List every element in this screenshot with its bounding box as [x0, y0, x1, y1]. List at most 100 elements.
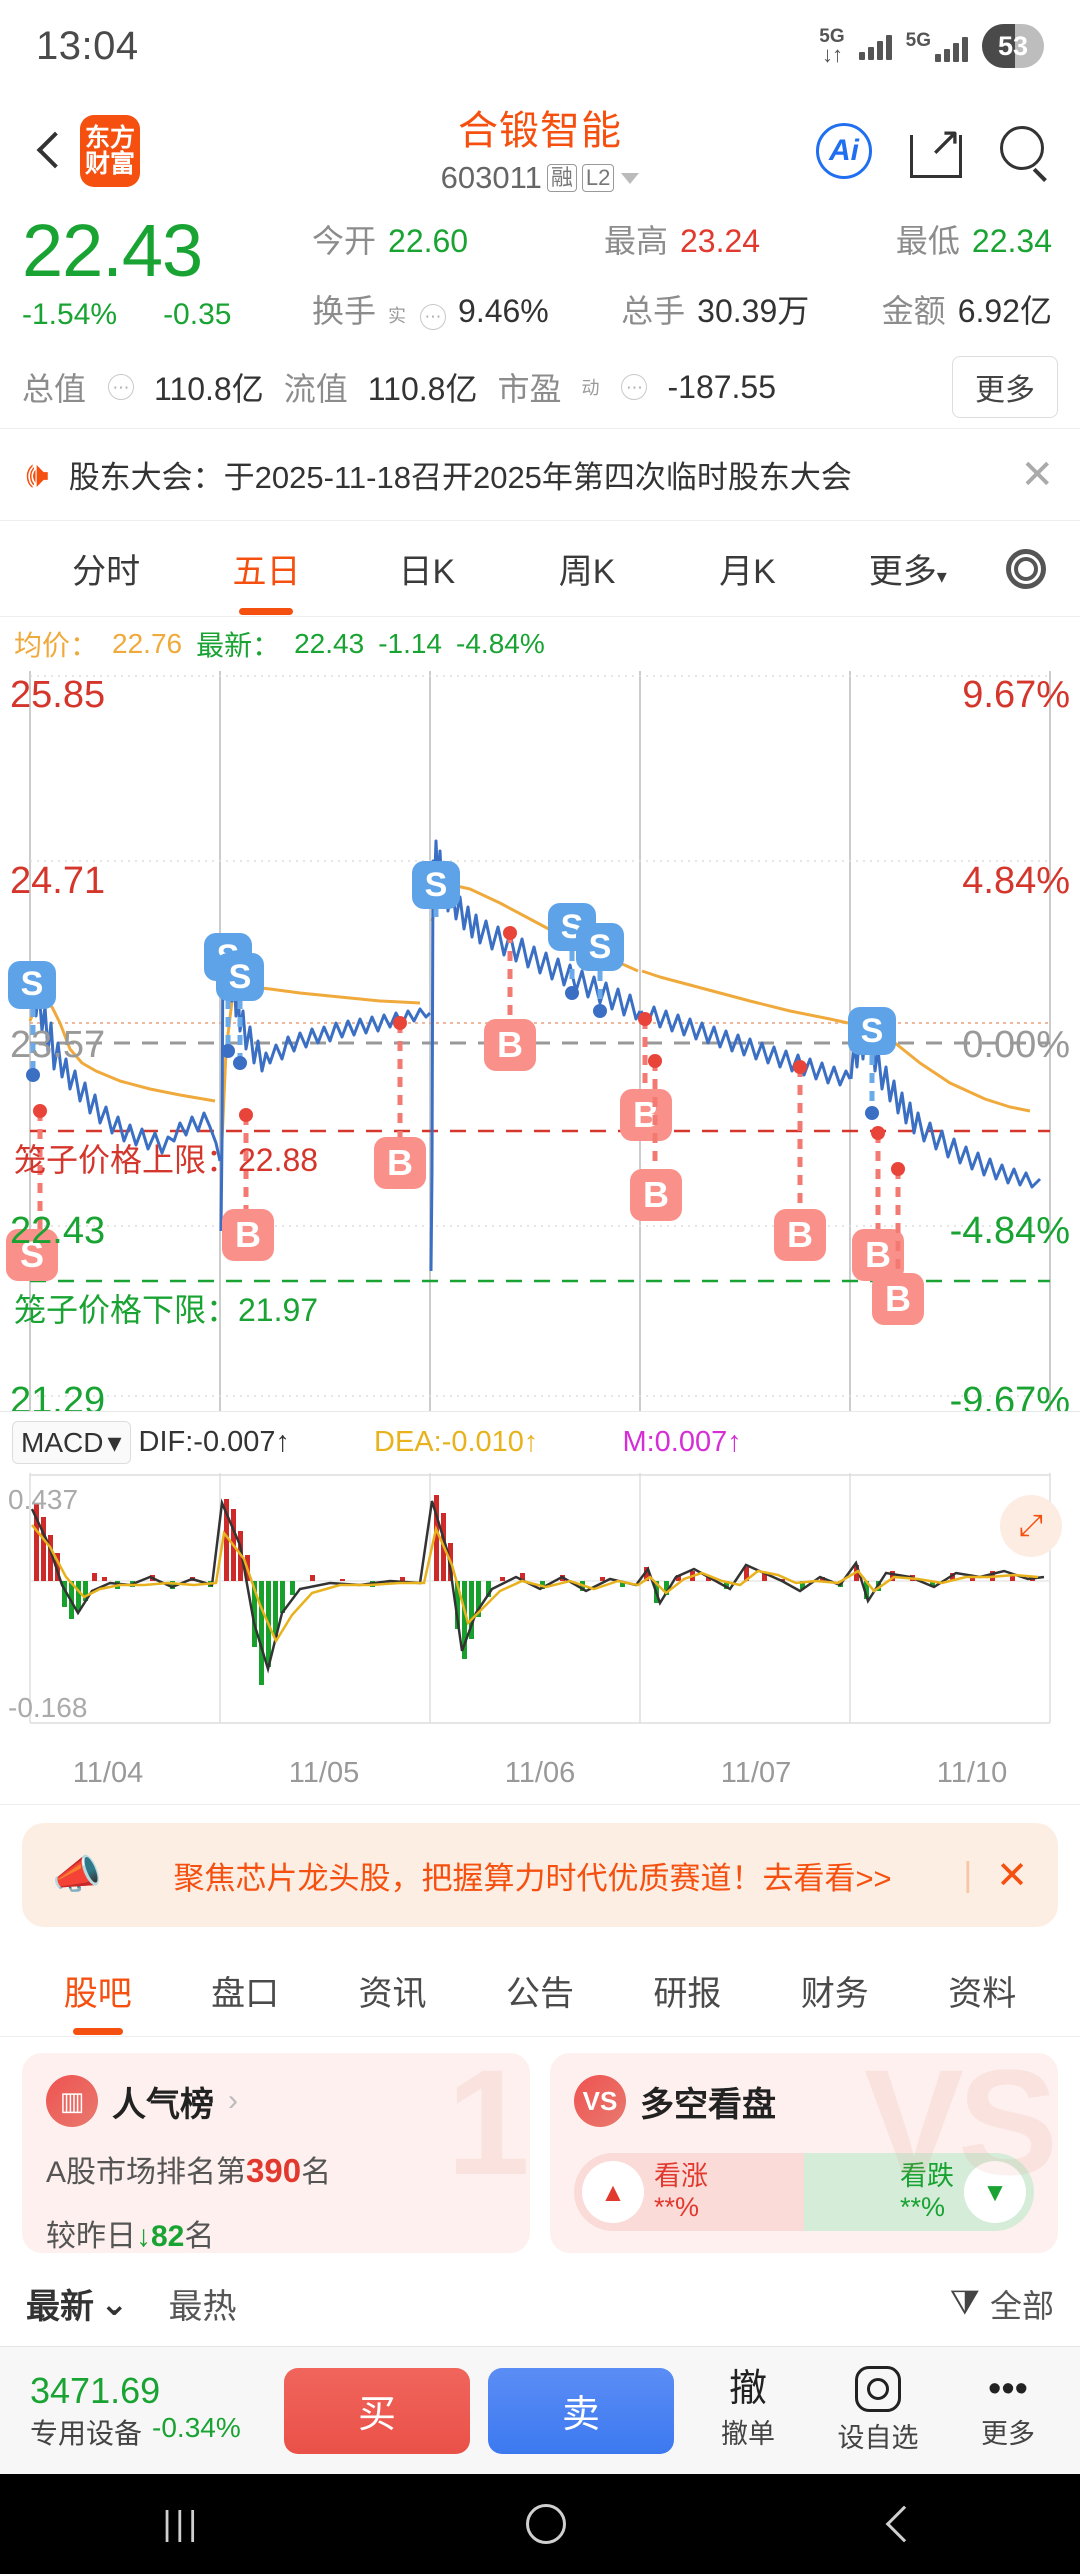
signal-5g-icon: 5G — [906, 30, 968, 62]
rank-icon: ▥ — [46, 2075, 98, 2128]
back-icon[interactable] — [886, 2505, 923, 2543]
back-chevron-icon[interactable] — [28, 129, 72, 173]
bearish-side[interactable]: 看跌 **% ▼ — [804, 2153, 1034, 2232]
recents-icon[interactable]: ||| — [162, 2504, 202, 2543]
buy-button[interactable]: 买 — [284, 2367, 470, 2454]
svg-text:S: S — [425, 866, 448, 904]
price-chart[interactable]: S S S S B — [0, 671, 1080, 1412]
tab-weekly-k[interactable]: 周K — [558, 553, 616, 592]
signal-bars-icon — [858, 32, 892, 60]
filter-button[interactable]: ⧩ 全部 — [950, 2281, 1054, 2327]
bullish-label: 看涨 — [654, 2161, 708, 2192]
last-percent: -4.84% — [456, 628, 545, 660]
y-tick-left-0: 25.85 — [10, 674, 105, 716]
bearish-label: 看跌 — [900, 2161, 954, 2192]
tab-yanbao[interactable]: 研报 — [653, 1975, 722, 2014]
rank-arrow-icon: ↓ — [136, 2220, 151, 2254]
sell-button[interactable]: 卖 — [488, 2367, 674, 2454]
battery-fill — [982, 24, 1015, 68]
promo-text: 聚焦芯片龙头股，把握算力时代优质赛道！去看看>> — [173, 1860, 892, 1896]
index-widget[interactable]: 3471.69 专用设备 -0.34% — [16, 2370, 266, 2452]
sentiment-card[interactable]: VS VS 多空看盘 ▲ 看涨 **% 看跌 **% — [550, 2053, 1058, 2254]
app-logo[interactable]: 东方 财富 — [80, 115, 140, 187]
svg-text:S: S — [589, 928, 612, 966]
chevron-down-icon[interactable] — [621, 172, 640, 184]
tab-monthly-k[interactable]: 月K — [719, 553, 776, 592]
more-button-toolbar[interactable]: ••• 更多 — [952, 2370, 1064, 2451]
gear-icon[interactable] — [998, 541, 1054, 597]
quote-panel: 22.43 -1.54% -0.35 今开 22.60 最高 23.24 最低 22.… — [0, 210, 1080, 430]
macd-chart[interactable]: 0.437 -0.168 ⤢ — [0, 1473, 1080, 1744]
cage-upper-label: 笼子价格上限：22.88 — [14, 1142, 318, 1178]
share-icon[interactable]: ↗ — [910, 122, 962, 178]
tab-guba[interactable]: 股吧 — [24, 1966, 171, 2015]
sort-newest[interactable]: 最新 ⌄ — [26, 2279, 129, 2328]
bullish-side[interactable]: ▲ 看涨 **% — [574, 2153, 804, 2232]
x-tick-1: 11/05 — [288, 1757, 360, 1790]
totalcap-label: 总值 — [22, 371, 87, 408]
tab-ziliao[interactable]: 资料 — [948, 1975, 1017, 2014]
tab-more[interactable]: 更多▾ — [828, 544, 988, 593]
filter-label: 全部 — [989, 2287, 1054, 2324]
network-label: 5G — [819, 25, 845, 47]
sort-hottest[interactable]: 最热 — [168, 2288, 237, 2327]
chevron-right-icon: › — [228, 2084, 238, 2118]
promo-banner[interactable]: 📣 聚焦芯片龙头股，把握算力时代优质赛道！去看看>> | ✕ — [22, 1823, 1058, 1928]
macd-selector[interactable]: MACD ▾ — [12, 1421, 131, 1465]
tab-fenshi[interactable]: 分时 — [72, 553, 141, 592]
cancel-order-button[interactable]: 撤 撤单 — [692, 2370, 804, 2451]
tab-zixun[interactable]: 资讯 — [358, 1975, 427, 2014]
turnover-value: 9.46% — [458, 293, 549, 329]
status-icons: 5G ↓↑ 5G 53 — [819, 24, 1044, 68]
network-5g-data-icon: 5G ↓↑ — [819, 27, 844, 66]
pe-label: 市盈 — [497, 371, 562, 408]
more-button[interactable]: 更多 — [952, 356, 1058, 419]
tab-caiwu[interactable]: 财务 — [800, 1975, 869, 2014]
macd-dea: DEA:-0.010↑ — [374, 1426, 539, 1459]
notice-bar[interactable]: 🕪 股东大会：于2025-11-18召开2025年第四次临时股东大会 ✕ — [0, 429, 1080, 522]
turnover-sup: 实 — [388, 306, 407, 326]
tab-pankou[interactable]: 盘口 — [211, 1975, 280, 2014]
price-change-row: -1.54% -0.35 — [22, 298, 312, 332]
info-dots-icon[interactable]: ⋯ — [420, 303, 447, 330]
info-dots-icon-2[interactable]: ⋯ — [108, 374, 135, 401]
divider: | — [963, 1855, 973, 1894]
content-tabs: 股吧 盘口 资讯 公告 研报 财务 资料 — [0, 1945, 1080, 2038]
sentiment-card-header: VS 多空看盘 — [574, 2075, 1034, 2128]
y-tick-left-4: 21.29 — [10, 1380, 105, 1411]
y-tick-left-3: 22.43 — [10, 1210, 105, 1252]
tab-five-day[interactable]: 五日 — [186, 544, 346, 593]
sentiment-bar[interactable]: ▲ 看涨 **% 看跌 **% ▼ — [574, 2153, 1034, 2232]
index-percent: -0.34% — [152, 2411, 241, 2443]
macd-m: M:0.007↑ — [622, 1426, 742, 1459]
network-label-2: 5G — [905, 30, 931, 51]
totalcap-value: 110.8亿 — [154, 371, 264, 408]
rank-prefix: A股市场排名第 — [46, 2156, 247, 2190]
sort-row: 最新 ⌄ 最热 ⧩ 全部 — [0, 2253, 1080, 2346]
high-label: 最高 — [603, 223, 668, 259]
rank-suffix: 名 — [301, 2156, 332, 2190]
badge-margin: 融 — [546, 163, 577, 193]
x-tick-2: 11/06 — [504, 1757, 576, 1790]
battery-icon: 53 — [982, 24, 1044, 68]
ai-icon[interactable]: Ai — [816, 123, 872, 179]
svg-text:B: B — [643, 1174, 669, 1215]
popularity-card[interactable]: 1 ▥ 人气榜 › A股市场排名第390名 较昨日↓82名 — [22, 2053, 530, 2254]
watchlist-icon — [855, 2366, 901, 2413]
svg-text:S: S — [21, 965, 44, 1003]
open-value: 22.60 — [388, 223, 469, 259]
close-icon[interactable]: ✕ — [1020, 452, 1054, 497]
tab-gonggao[interactable]: 公告 — [505, 1975, 574, 2014]
svg-text:B: B — [787, 1214, 813, 1255]
close-icon-2[interactable]: ✕ — [996, 1854, 1028, 1897]
quote-stats-row-3: 总值 ⋯ 110.8亿 流值 110.8亿 市盈动 ⋯ -187.55 更多 — [22, 356, 1058, 419]
expand-icon[interactable]: ⤢ — [1000, 1495, 1062, 1558]
add-watchlist-button[interactable]: 设自选 — [822, 2366, 934, 2455]
info-dots-icon-3[interactable]: ⋯ — [621, 374, 648, 401]
change-prefix: 较昨日 — [46, 2220, 136, 2254]
home-icon[interactable] — [526, 2504, 567, 2545]
search-icon[interactable] — [998, 124, 1052, 178]
open-label: 今开 — [312, 223, 377, 259]
last-label: 最新： — [196, 630, 281, 662]
tab-daily-k[interactable]: 日K — [398, 553, 456, 592]
